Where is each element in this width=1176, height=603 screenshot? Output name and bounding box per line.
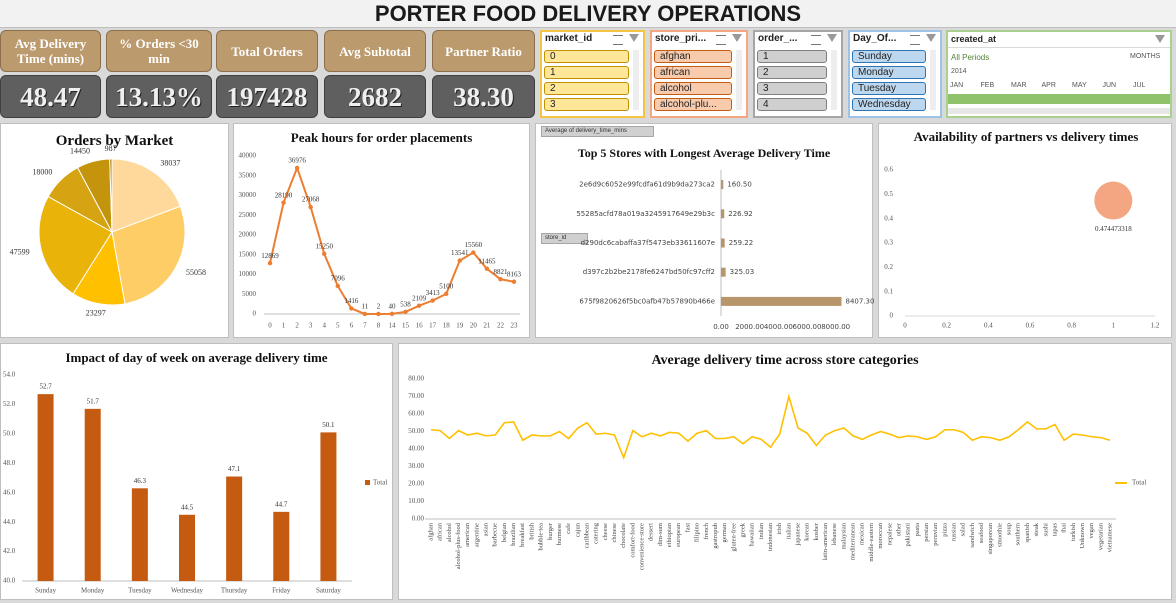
timeline-bar[interactable]	[948, 94, 1170, 104]
kpi-value: 2682	[324, 75, 426, 118]
chart-panel: Orders by Market	[0, 123, 229, 338]
slicer-item[interactable]: alcohol-plu...	[654, 98, 732, 111]
kpi-label: Total Orders	[216, 30, 318, 72]
kpi-value: 48.47	[0, 75, 101, 118]
kpi-value: 13.13%	[106, 75, 212, 118]
timeline-clear-icon[interactable]	[1155, 35, 1165, 43]
slicer-item[interactable]: 2	[544, 82, 629, 95]
chart-panel: Average delivery time across store categ…	[398, 343, 1172, 600]
timeline-month: MAR	[1011, 82, 1027, 89]
slicer-item[interactable]: alcohol	[654, 82, 732, 95]
timeline-rule	[948, 47, 1170, 48]
slicer-item[interactable]: 3	[544, 98, 629, 111]
header: PORTER FOOD DELIVERY OPERATIONS	[0, 0, 1176, 28]
slicer-item[interactable]: 0	[544, 50, 629, 63]
slicer-scrollbar	[930, 50, 936, 110]
chart-panel: Top 5 Stores with Longest Average Delive…	[535, 123, 873, 338]
chart-title: Orders by Market	[55, 133, 174, 149]
chart-title: Impact of day of week on average deliver…	[65, 350, 328, 365]
timeline-month: MAY	[1072, 82, 1087, 89]
timeline-year: 2014	[951, 68, 967, 75]
slicer-clear-icon[interactable]	[827, 34, 837, 42]
slicer-header: market_id	[545, 33, 593, 44]
slicer-item[interactable]: african	[654, 66, 732, 79]
kpi-value: 38.30	[432, 75, 535, 118]
slicer-clear-icon[interactable]	[926, 34, 936, 42]
chart-panel: Peak hours for order placements	[233, 123, 530, 338]
slicer-scrollbar	[736, 50, 742, 110]
timeline-header: created_at	[951, 34, 997, 44]
slicer-item[interactable]: afghan	[654, 50, 732, 63]
timeline-month: JUN	[1102, 82, 1117, 89]
chart-title: Peak hours for order placements	[290, 130, 473, 145]
slicer-multiselect-icon[interactable]	[811, 35, 821, 45]
slicer-clear-icon[interactable]	[732, 34, 742, 42]
timeline-month: JUL	[1133, 82, 1146, 89]
slicer-item[interactable]: 4	[757, 98, 827, 111]
slicer-item[interactable]: Monday	[852, 66, 926, 79]
slicer-header: order_...	[758, 33, 798, 44]
slicer-scrollbar	[633, 50, 639, 110]
slicer-item[interactable]: Sunday	[852, 50, 926, 63]
chart-title: Availability of partners vs delivery tim…	[913, 129, 1139, 144]
kpi-label: % Orders <30 min	[106, 30, 212, 72]
chart-title: Average delivery time across store categ…	[651, 353, 919, 368]
chart-title: Top 5 Stores with Longest Average Delive…	[577, 146, 831, 160]
timeline-month: FEB	[980, 82, 995, 89]
field-button[interactable]: Average of delivery_time_mins	[541, 126, 654, 137]
slicer-item[interactable]: 3	[757, 82, 827, 95]
kpi-value: 197428	[216, 75, 318, 118]
slicer-header: store_pri...	[655, 33, 707, 44]
slicer-item[interactable]: 2	[757, 66, 827, 79]
timeline-month: APR	[1041, 82, 1056, 89]
slicer-clear-icon[interactable]	[629, 34, 639, 42]
slicer-item[interactable]: Wednesday	[852, 98, 926, 111]
slicer-header: Day_Of...	[853, 33, 897, 44]
slicer-multiselect-icon[interactable]	[910, 35, 920, 45]
timeline-scroll	[948, 108, 1170, 114]
slicer-item[interactable]: Tuesday	[852, 82, 926, 95]
chart-panel: Availability of partners vs delivery tim…	[878, 123, 1172, 338]
slicer-multiselect-icon[interactable]	[716, 35, 726, 45]
timeline-level[interactable]: MONTHS	[1130, 53, 1161, 60]
field-button[interactable]: store_id	[541, 233, 588, 244]
page-title: PORTER FOOD DELIVERY OPERATIONS	[374, 1, 802, 26]
slicer-item[interactable]: 1	[544, 66, 629, 79]
timeline-period[interactable]: All Periods	[951, 53, 990, 62]
kpi-label: Avg Delivery Time (mins)	[0, 30, 101, 72]
slicer-item[interactable]: 1	[757, 50, 827, 63]
slicer-scrollbar	[831, 50, 837, 110]
timeline-month: JAN	[950, 82, 964, 89]
kpi-label: Avg Subtotal	[324, 30, 426, 72]
chart-panel: Impact of day of week on average deliver…	[0, 343, 393, 600]
slicer-multiselect-icon[interactable]	[613, 35, 623, 45]
kpi-label: Partner Ratio	[432, 30, 535, 72]
